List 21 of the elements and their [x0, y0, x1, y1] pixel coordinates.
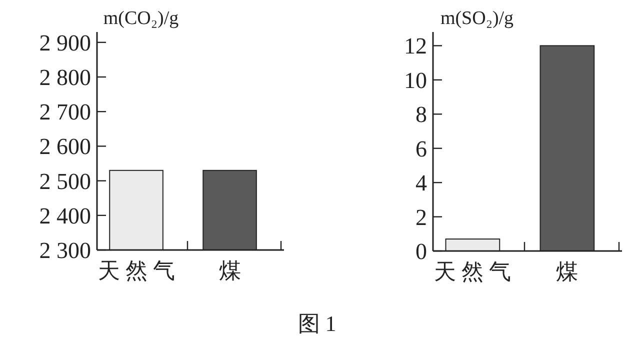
y-tick-label: 0	[416, 239, 427, 264]
y-tick-label: 2 600	[39, 134, 91, 160]
y-tick-label: 2 500	[39, 168, 91, 194]
y-tick-label: 6	[416, 136, 427, 162]
y-tick-label: 8	[416, 102, 427, 128]
y-tick-label: 10	[404, 68, 427, 93]
y-tick-label: 2 800	[39, 64, 91, 90]
y-tick-label: 2 400	[39, 203, 91, 228]
y-axis-title: m(CO₂)/g	[103, 8, 180, 29]
x-tick-label: 天 然 气	[434, 259, 512, 284]
y-axis-title: m(SO₂)/g	[440, 8, 514, 29]
y-tick-label: 12	[404, 34, 427, 59]
x-tick-label: 煤	[556, 259, 578, 284]
x-tick-label: 天 然 气	[98, 258, 175, 283]
y-tick-label: 2	[416, 204, 427, 230]
y-tick-label: 2 700	[39, 100, 91, 125]
caption: 图 1	[298, 311, 336, 336]
y-tick-label: 2 300	[39, 238, 91, 263]
x-tick-label: 煤	[218, 258, 241, 283]
y-tick-label: 2 900	[39, 30, 91, 56]
y-tick-label: 4	[416, 170, 428, 196]
